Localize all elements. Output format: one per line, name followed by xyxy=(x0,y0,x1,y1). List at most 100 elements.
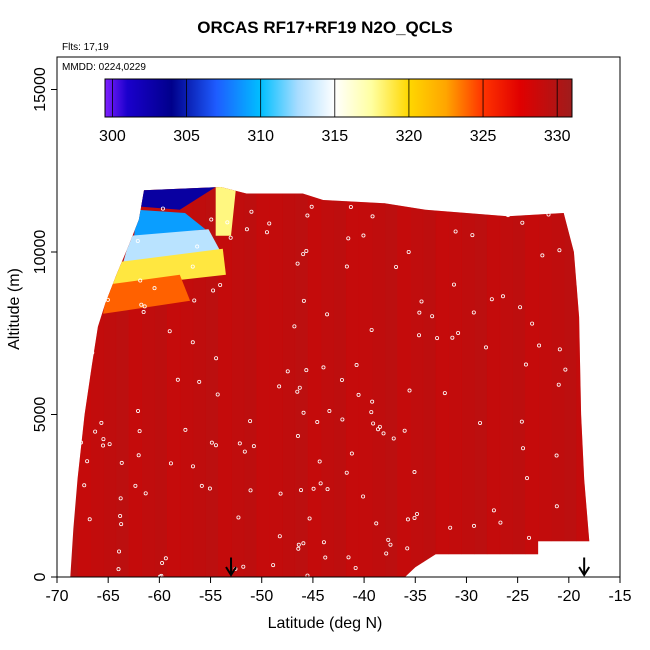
y-tick-label: 15000 xyxy=(32,67,49,112)
date-annotation: MMDD: 0224,0229 xyxy=(62,62,146,73)
low-n2o-region-5 xyxy=(215,187,237,236)
sample-point xyxy=(264,230,269,235)
plot-frame xyxy=(56,56,621,578)
sample-point xyxy=(107,442,112,447)
sample-point xyxy=(344,264,349,269)
colorbar-tick-label: 305 xyxy=(173,128,200,145)
sample-point xyxy=(199,483,204,488)
colorbar: 300 305 310 315 320 325 330 xyxy=(99,78,573,145)
field-band xyxy=(448,187,462,577)
field-band xyxy=(525,187,539,577)
sample-point xyxy=(530,321,535,326)
colorbar-tick-label: 325 xyxy=(470,128,497,145)
sample-point xyxy=(218,283,223,288)
sample-point xyxy=(143,491,148,496)
sample-point xyxy=(349,451,354,456)
sample-point xyxy=(500,294,505,299)
sample-point xyxy=(207,486,212,491)
sample-point xyxy=(483,345,488,350)
field-band xyxy=(256,187,270,577)
sample-point xyxy=(527,535,532,540)
sample-point xyxy=(78,440,83,445)
sample-point xyxy=(197,379,202,384)
sample-point xyxy=(292,324,297,329)
sample-point xyxy=(471,310,476,315)
field-band xyxy=(128,187,142,577)
sample-point xyxy=(79,292,84,297)
sample-point xyxy=(183,427,188,432)
sample-point xyxy=(540,253,545,258)
sample-point xyxy=(369,327,374,332)
sample-point xyxy=(361,494,366,499)
field-band xyxy=(371,187,386,577)
sample-point xyxy=(192,298,197,303)
field-band xyxy=(486,187,501,577)
sample-point xyxy=(346,555,351,560)
sample-point xyxy=(394,264,399,269)
flights-annotation: Flts: 17,19 xyxy=(62,42,109,53)
sample-point xyxy=(451,282,456,287)
sample-point xyxy=(346,236,351,241)
field-band xyxy=(346,187,360,577)
sample-point xyxy=(521,446,526,451)
sample-point xyxy=(297,385,302,390)
y-tick-label: 5000 xyxy=(32,397,49,433)
sample-point xyxy=(381,431,386,436)
field-band xyxy=(77,187,91,577)
sample-point xyxy=(557,347,562,352)
colorbar-tick-label: 310 xyxy=(247,128,274,145)
field-band xyxy=(563,187,577,577)
sample-point xyxy=(537,343,542,348)
axes: -70 -65 -60 -55 -50 -45 -40 -35 -30 -25 -20 -15 0 500… xyxy=(32,56,632,605)
field-band xyxy=(538,187,552,577)
x-tick-label: -25 xyxy=(506,588,529,605)
sample-point xyxy=(489,297,494,302)
sample-point xyxy=(321,540,326,545)
sample-point xyxy=(307,516,312,521)
sample-point xyxy=(344,470,349,475)
low-n2o-region-0 xyxy=(138,187,216,210)
sample-point xyxy=(325,487,330,492)
colorbar-tick-label: 320 xyxy=(396,128,423,145)
sample-point xyxy=(237,441,242,446)
sample-point xyxy=(277,534,282,539)
sample-point xyxy=(407,388,412,393)
sample-point xyxy=(175,377,180,382)
sample-point xyxy=(417,310,422,315)
x-tick-label: -65 xyxy=(97,588,120,605)
low-n2o-region-3 xyxy=(110,248,226,288)
sample-point xyxy=(296,546,301,551)
sample-point xyxy=(556,382,561,387)
sample-point xyxy=(498,520,503,525)
field-band xyxy=(333,187,347,577)
sample-point xyxy=(295,261,300,266)
sample-point xyxy=(119,460,124,465)
sample-point xyxy=(85,459,90,464)
sample-point xyxy=(340,417,345,422)
x-axis-label: Latitude (deg N) xyxy=(267,615,383,632)
y-axis-label: Altitude (m) xyxy=(6,268,23,350)
sample-point xyxy=(295,389,300,394)
sample-point xyxy=(376,427,381,432)
y-tick-label: 0 xyxy=(32,572,49,581)
sample-point xyxy=(301,541,306,546)
sample-point xyxy=(325,312,330,317)
chart-title: ORCAS RF17+RF19 N2O_QCLS xyxy=(197,18,453,37)
sample-point xyxy=(388,542,393,547)
x-tick-label: -20 xyxy=(557,588,580,605)
sample-point xyxy=(167,329,172,334)
sample-point xyxy=(209,217,214,222)
sample-point xyxy=(520,220,525,225)
sample-point xyxy=(339,377,344,382)
sample-point xyxy=(518,305,523,310)
sample-point xyxy=(139,302,144,307)
sample-point xyxy=(82,483,87,488)
sample-point xyxy=(405,546,410,551)
sample-point xyxy=(160,206,165,211)
colorbar-tick-label: 330 xyxy=(544,128,571,145)
sample-point xyxy=(563,367,568,372)
sample-point xyxy=(190,340,195,345)
sample-point xyxy=(114,245,119,250)
sample-points xyxy=(75,203,568,577)
